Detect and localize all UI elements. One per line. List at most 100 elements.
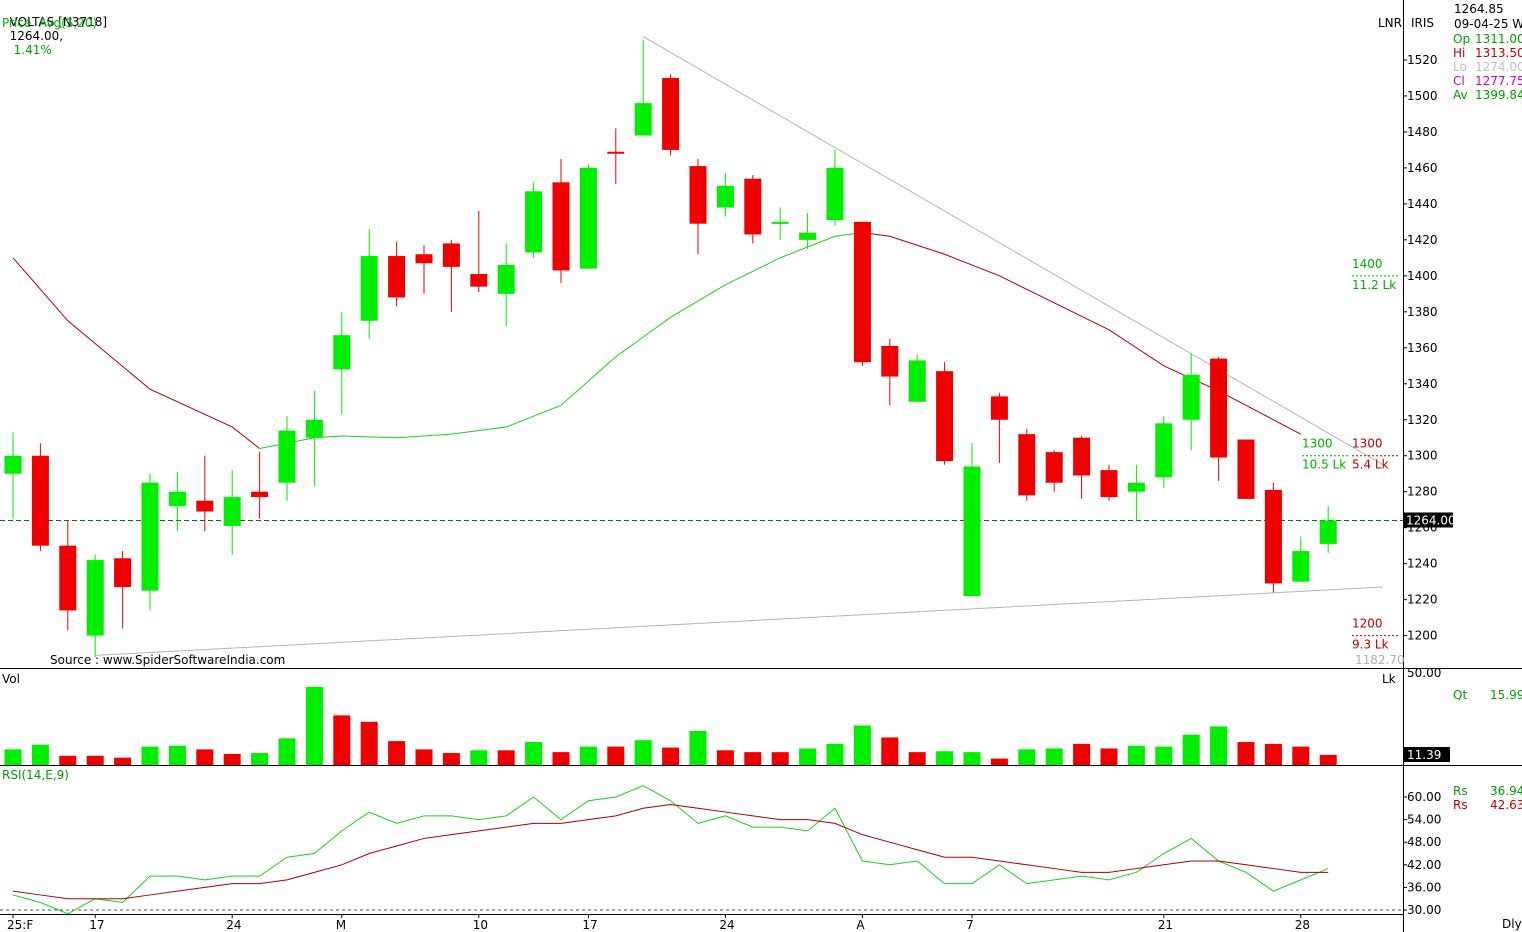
volume-bar[interactable] — [634, 740, 652, 765]
volume-bar[interactable] — [114, 757, 132, 765]
volume-bar[interactable] — [525, 742, 543, 765]
volume-bar[interactable] — [1127, 745, 1145, 765]
volume-bar[interactable] — [552, 752, 570, 765]
volume-bar[interactable] — [1292, 746, 1310, 765]
candle[interactable] — [4, 432, 22, 519]
mode-iris[interactable]: IRIS — [1411, 16, 1435, 30]
candle[interactable] — [881, 338, 899, 406]
volume-bar[interactable] — [1100, 748, 1118, 765]
candle[interactable] — [1182, 353, 1200, 451]
volume-bar[interactable] — [1073, 743, 1091, 765]
candle[interactable] — [278, 416, 296, 501]
candle[interactable] — [634, 40, 652, 136]
candle[interactable] — [168, 471, 186, 532]
candle[interactable] — [607, 128, 625, 185]
rsi-panel[interactable] — [0, 785, 1403, 915]
candle[interactable] — [1073, 435, 1091, 499]
candle[interactable] — [744, 175, 762, 244]
candle[interactable] — [771, 207, 789, 240]
candle[interactable] — [305, 390, 323, 487]
volume-bar[interactable] — [442, 753, 460, 765]
volume-bar[interactable] — [333, 715, 351, 765]
candle[interactable] — [1100, 464, 1118, 501]
volume-bar[interactable] — [1264, 743, 1282, 765]
rsi-signal-line[interactable] — [12, 804, 1329, 900]
candle[interactable] — [662, 74, 680, 156]
volume-bar[interactable] — [59, 755, 77, 765]
volume-bar[interactable] — [1155, 746, 1173, 765]
candle[interactable] — [31, 443, 49, 552]
volume-bar[interactable] — [4, 749, 22, 765]
candle[interactable] — [223, 470, 241, 555]
candle[interactable] — [114, 551, 132, 629]
volume-bar[interactable] — [963, 752, 981, 765]
candle[interactable] — [963, 443, 981, 597]
volume-bar[interactable] — [360, 721, 378, 765]
volume-bar[interactable] — [251, 753, 269, 765]
candle[interactable] — [799, 212, 817, 249]
trendline[interactable] — [95, 586, 1384, 656]
candle[interactable] — [1045, 450, 1063, 492]
candle[interactable] — [1319, 506, 1337, 553]
volume-bar[interactable] — [497, 750, 515, 765]
volume-bar[interactable] — [579, 746, 597, 765]
candle[interactable] — [470, 211, 488, 293]
volume-panel[interactable] — [4, 686, 1337, 766]
volume-bar[interactable] — [826, 743, 844, 765]
volume-bar[interactable] — [415, 749, 433, 765]
volume-bar[interactable] — [223, 753, 241, 765]
candle[interactable] — [333, 311, 351, 415]
candle[interactable] — [388, 241, 406, 307]
volume-bar[interactable] — [1182, 734, 1200, 765]
volume-bar[interactable] — [1210, 726, 1228, 765]
candle[interactable] — [908, 354, 926, 402]
mode-lnr[interactable]: LNR — [1378, 16, 1402, 30]
candle[interactable] — [689, 158, 707, 255]
volume-bar[interactable] — [689, 731, 707, 765]
candle[interactable] — [1237, 439, 1255, 499]
volume-bar[interactable] — [278, 738, 296, 765]
volume-bar[interactable] — [716, 750, 734, 765]
candle[interactable] — [1127, 464, 1145, 521]
candle[interactable] — [1264, 482, 1282, 593]
candle[interactable] — [59, 520, 77, 631]
volume-bar[interactable] — [86, 755, 104, 765]
volume-bar[interactable] — [908, 752, 926, 765]
volume-bar[interactable] — [305, 686, 323, 765]
volume-bar[interactable] — [607, 746, 625, 765]
candle[interactable] — [936, 362, 954, 465]
volume-bar[interactable] — [771, 752, 789, 765]
candle[interactable] — [415, 245, 433, 294]
period-label[interactable]: Dly — [1502, 917, 1522, 931]
volume-bar[interactable] — [470, 750, 488, 765]
price-panel[interactable] — [0, 36, 1403, 658]
volume-bar[interactable] — [1018, 749, 1036, 765]
volume-bar[interactable] — [1319, 754, 1337, 765]
candle[interactable] — [525, 182, 543, 258]
candle[interactable] — [1210, 356, 1228, 481]
rsi-line[interactable] — [12, 785, 1329, 915]
volume-bar[interactable] — [853, 725, 871, 766]
volume-bar[interactable] — [744, 752, 762, 765]
volume-bar[interactable] — [799, 748, 817, 765]
candle[interactable] — [853, 221, 871, 366]
candle[interactable] — [86, 554, 104, 658]
volume-bar[interactable] — [196, 749, 214, 765]
volume-bar[interactable] — [31, 744, 49, 765]
candle[interactable] — [579, 164, 597, 269]
trendline[interactable] — [642, 36, 1384, 466]
candle[interactable] — [716, 173, 734, 217]
candle[interactable] — [1018, 428, 1036, 501]
volume-bar[interactable] — [881, 737, 899, 765]
volume-bar[interactable] — [141, 746, 159, 765]
candle[interactable] — [141, 473, 159, 611]
volume-bar[interactable] — [936, 751, 954, 765]
candle[interactable] — [360, 229, 378, 339]
candle[interactable] — [196, 455, 214, 532]
volume-bar[interactable] — [1045, 748, 1063, 765]
volume-bar[interactable] — [1237, 742, 1255, 765]
volume-bar[interactable] — [662, 747, 680, 765]
candle[interactable] — [442, 239, 460, 312]
candle[interactable] — [826, 149, 844, 226]
